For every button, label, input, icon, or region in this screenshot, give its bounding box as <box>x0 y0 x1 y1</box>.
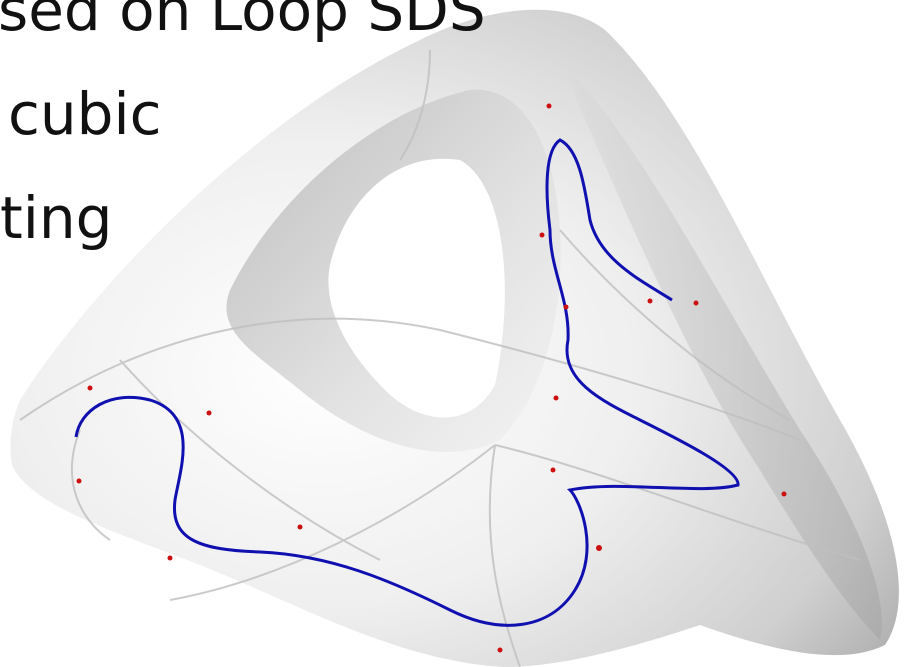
control-point <box>694 301 699 306</box>
control-point <box>207 411 212 416</box>
control-point <box>782 492 787 497</box>
control-point <box>77 479 82 484</box>
control-point <box>498 648 503 653</box>
control-point <box>168 556 173 561</box>
control-point <box>551 468 556 473</box>
control-point <box>648 299 653 304</box>
control-point <box>596 545 602 551</box>
control-point <box>298 525 303 530</box>
control-point <box>554 396 559 401</box>
control-point <box>547 104 552 109</box>
text-line: sed on Loop SDS <box>0 0 486 44</box>
control-point <box>564 305 569 310</box>
text-line: ting <box>0 184 112 252</box>
control-point <box>540 233 545 238</box>
text-line: cubic <box>8 80 161 148</box>
control-point <box>88 386 93 391</box>
slide: sed on Loop SDS cubic ting <box>0 0 908 667</box>
